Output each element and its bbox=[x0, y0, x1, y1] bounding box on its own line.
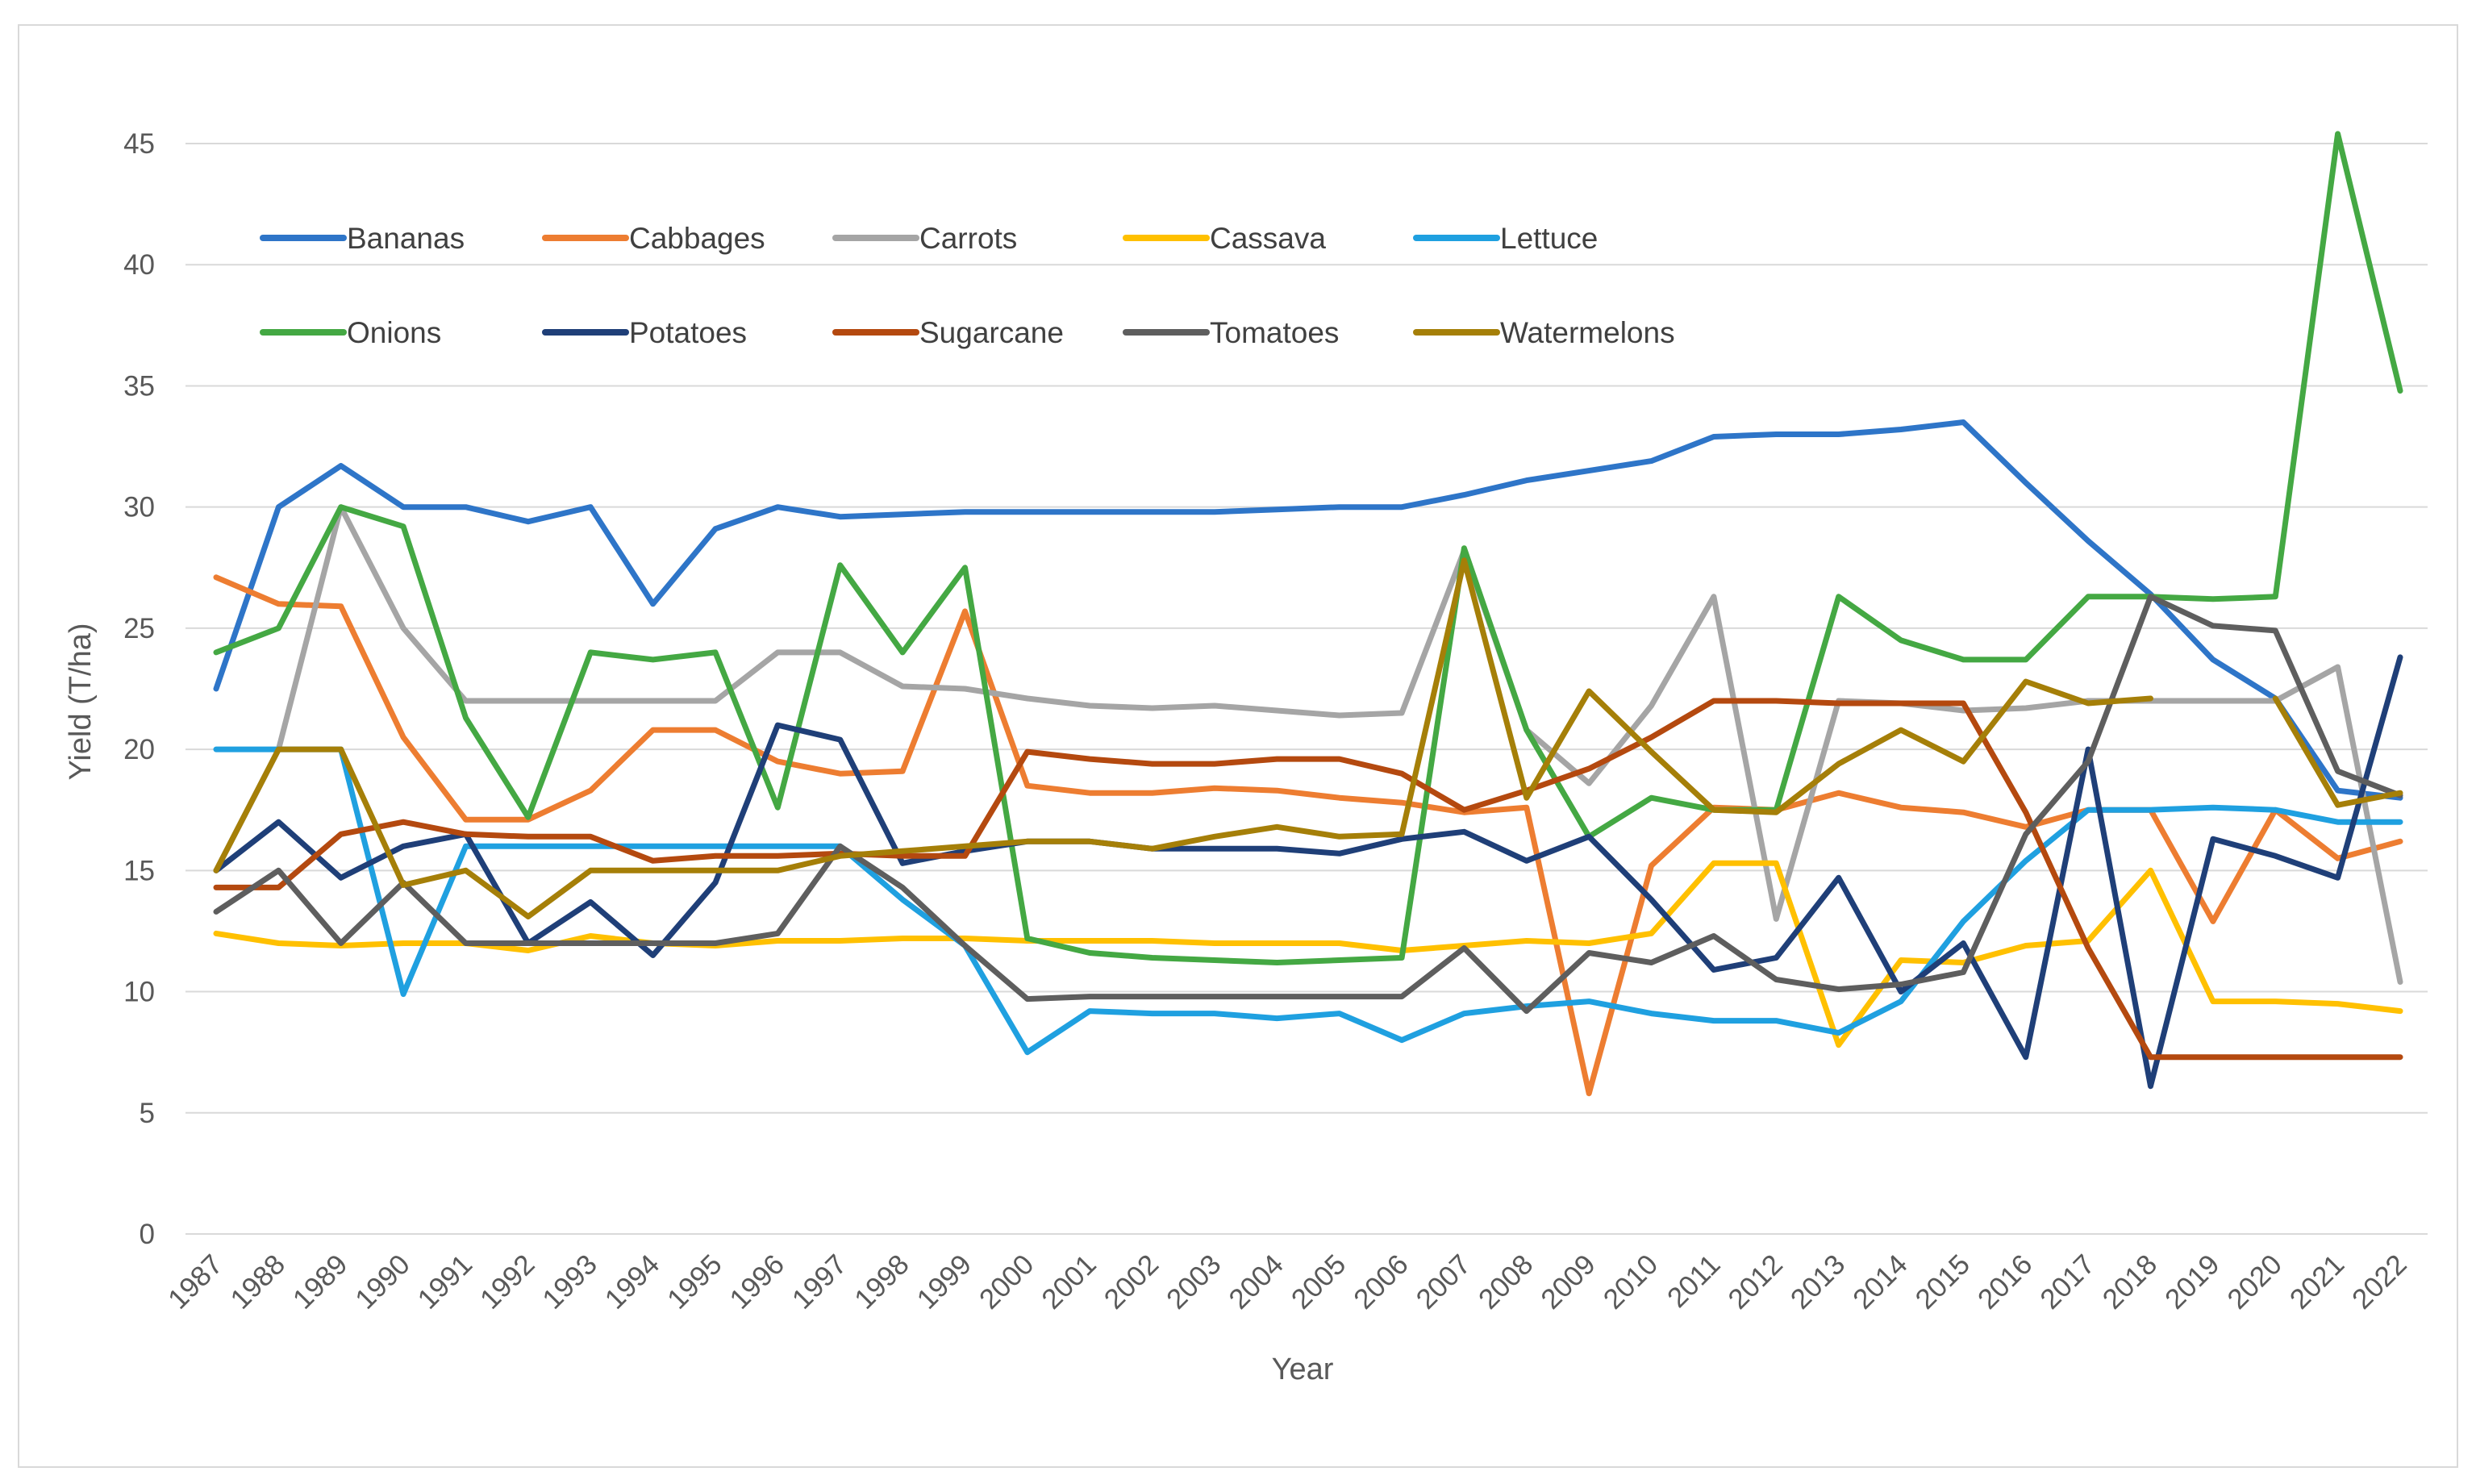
y-tick-label: 5 bbox=[140, 1098, 155, 1129]
x-tick-label: 2003 bbox=[1161, 1248, 1228, 1315]
legend-item-carrots: Carrots bbox=[832, 222, 1017, 255]
y-tick-label: 20 bbox=[123, 734, 155, 765]
x-tick-label: 1993 bbox=[536, 1248, 603, 1315]
legend-label: Watermelons bbox=[1500, 316, 1675, 349]
x-tick-label: 1992 bbox=[474, 1248, 541, 1315]
series-line-sugarcane bbox=[213, 698, 2403, 1061]
x-tick-label: 1995 bbox=[661, 1248, 728, 1315]
legend-item-watermelons: Watermelons bbox=[1413, 316, 1675, 349]
x-tick-label: 2014 bbox=[1847, 1248, 1914, 1315]
series-line-carrots bbox=[213, 504, 2403, 985]
x-tick-label: 2002 bbox=[1098, 1248, 1165, 1315]
x-axis-ticks: 1987198819891990199119921993199419951996… bbox=[162, 1248, 2413, 1315]
y-tick-label: 25 bbox=[123, 613, 155, 644]
x-tick-label: 2006 bbox=[1348, 1248, 1415, 1315]
x-tick-label: 2010 bbox=[1598, 1248, 1665, 1315]
legend-label: Cassava bbox=[1210, 222, 1326, 255]
legend-item-cassava: Cassava bbox=[1123, 222, 1326, 255]
x-tick-label: 2001 bbox=[1036, 1248, 1103, 1315]
legend-item-tomatoes: Tomatoes bbox=[1123, 316, 1339, 349]
x-tick-label: 1998 bbox=[848, 1248, 915, 1315]
series-line-watermelons bbox=[213, 557, 2403, 919]
x-tick-label: 2015 bbox=[1909, 1248, 1976, 1315]
y-tick-label: 35 bbox=[123, 370, 155, 402]
x-tick-label: 2009 bbox=[1535, 1248, 1602, 1315]
x-tick-label: 1987 bbox=[162, 1248, 229, 1315]
y-axis-ticks: 0 5 10 15 20 25 30 35 40 45 bbox=[123, 128, 155, 1250]
x-tick-label: 2005 bbox=[1286, 1248, 1353, 1315]
x-tick-label: 1988 bbox=[224, 1248, 291, 1315]
y-tick-label: 10 bbox=[123, 977, 155, 1008]
legend-label: Lettuce bbox=[1500, 222, 1598, 255]
legend-label: Onions bbox=[347, 316, 441, 349]
x-tick-label: 2007 bbox=[1410, 1248, 1477, 1315]
series-line-bananas bbox=[213, 419, 2403, 801]
x-tick-label: 2019 bbox=[2159, 1248, 2226, 1315]
legend-label: Carrots bbox=[919, 222, 1017, 255]
legend-item-onions: Onions bbox=[260, 316, 441, 349]
x-tick-label: 2017 bbox=[2034, 1248, 2101, 1315]
y-tick-label: 45 bbox=[123, 128, 155, 160]
y-tick-label: 40 bbox=[123, 249, 155, 281]
series-line-potatoes bbox=[213, 654, 2403, 1090]
legend-item-potatoes: Potatoes bbox=[542, 316, 747, 349]
y-axis-title: Yield (T/ha) bbox=[64, 623, 98, 781]
series-line-cassava bbox=[213, 860, 2403, 1048]
y-tick-label: 0 bbox=[140, 1219, 155, 1250]
legend-label: Potatoes bbox=[629, 316, 747, 349]
legend-item-bananas: Bananas bbox=[260, 222, 465, 255]
x-tick-label: 2016 bbox=[1972, 1248, 2039, 1315]
x-tick-label: 1997 bbox=[786, 1248, 853, 1315]
x-tick-label: 2021 bbox=[2284, 1248, 2351, 1315]
legend-label: Cabbages bbox=[629, 222, 765, 255]
x-tick-label: 1996 bbox=[723, 1248, 790, 1315]
gridlines bbox=[185, 143, 2428, 1235]
x-tick-label: 2022 bbox=[2346, 1248, 2413, 1315]
series-line-onions bbox=[213, 131, 2403, 965]
x-tick-label: 1990 bbox=[349, 1248, 416, 1315]
y-tick-label: 30 bbox=[123, 492, 155, 523]
legend-item-cabbages: Cabbages bbox=[542, 222, 765, 255]
x-axis-title: Year bbox=[1272, 1353, 1334, 1386]
y-tick-label: 15 bbox=[123, 855, 155, 886]
legend-item-sugarcane: Sugarcane bbox=[832, 316, 1064, 349]
legend-label: Tomatoes bbox=[1210, 316, 1339, 349]
x-tick-label: 1999 bbox=[911, 1248, 977, 1315]
x-tick-label: 2020 bbox=[2221, 1248, 2288, 1315]
x-tick-label: 2011 bbox=[1661, 1248, 1727, 1314]
series-line-tomatoes bbox=[213, 594, 2403, 1015]
x-tick-label: 2012 bbox=[1722, 1248, 1789, 1315]
x-tick-label: 2004 bbox=[1223, 1248, 1290, 1315]
legend-item-lettuce: Lettuce bbox=[1413, 222, 1598, 255]
series-lines bbox=[213, 131, 2403, 1097]
x-tick-label: 2000 bbox=[973, 1248, 1040, 1315]
x-tick-label: 1989 bbox=[287, 1248, 354, 1315]
x-tick-label: 1994 bbox=[599, 1248, 666, 1315]
x-tick-label: 1991 bbox=[411, 1248, 478, 1315]
legend-label: Sugarcane bbox=[919, 316, 1064, 349]
legend-label: Bananas bbox=[347, 222, 465, 255]
x-tick-label: 2013 bbox=[1785, 1248, 1852, 1315]
legend: Bananas Cabbages Carrots Cassava Lettuce Onio… bbox=[260, 222, 1675, 349]
x-tick-label: 2018 bbox=[2097, 1248, 2164, 1315]
x-tick-label: 2008 bbox=[1473, 1248, 1540, 1315]
series-line-lettuce bbox=[213, 746, 2403, 1056]
